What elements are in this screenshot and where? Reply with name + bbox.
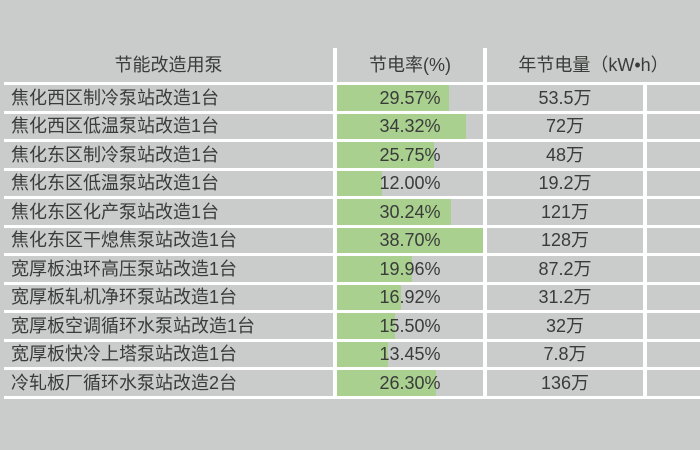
rate-databar	[337, 284, 401, 310]
empty-cell	[647, 370, 700, 396]
pump-name-cell: 焦化东区干熄焦泵站改造1台	[4, 227, 333, 253]
rate-value: 15.50%	[379, 315, 441, 336]
annual-savings-cell: 87.2万	[487, 256, 643, 282]
empty-cell	[647, 284, 700, 310]
pump-name-cell: 冷轧板厂循环水泵站改造2台	[4, 370, 333, 396]
pump-name-cell: 宽厚板浊环高压泵站改造1台	[4, 256, 333, 282]
rate-databar	[337, 313, 396, 339]
rate-cell: 25.75%	[337, 142, 483, 168]
annual-savings-cell: 31.2万	[487, 284, 643, 310]
annual-savings-cell: 19.2万	[487, 170, 643, 196]
rate-value: 13.45%	[379, 344, 441, 365]
rate-cell: 30.24%	[337, 199, 483, 225]
empty-cell	[647, 199, 700, 225]
rate-value: 34.32%	[379, 116, 441, 137]
rate-databar	[337, 113, 467, 139]
rate-value: 19.96%	[379, 258, 441, 279]
annual-savings-cell: 72万	[487, 113, 643, 139]
rate-value: 16.92%	[379, 287, 441, 308]
pump-name-cell: 焦化西区低温泵站改造1台	[4, 113, 333, 139]
rate-databar	[337, 370, 437, 396]
pump-name-cell: 焦化东区制冷泵站改造1台	[4, 142, 333, 168]
pump-name-cell: 焦化东区化产泵站改造1台	[4, 199, 333, 225]
rate-cell: 38.70%	[337, 227, 483, 253]
annual-savings-cell: 32万	[487, 313, 643, 339]
pump-name-cell: 焦化西区制冷泵站改造1台	[4, 85, 333, 111]
rate-databar	[337, 170, 383, 196]
empty-cell	[647, 142, 700, 168]
rate-value: 26.30%	[379, 372, 441, 393]
rate-cell: 12.00%	[337, 170, 483, 196]
pump-name-cell: 焦化东区低温泵站改造1台	[4, 170, 333, 196]
empty-cell	[647, 113, 700, 139]
rate-value: 38.70%	[379, 230, 441, 251]
annual-savings-cell: 7.8万	[487, 341, 643, 367]
rate-cell: 34.32%	[337, 113, 483, 139]
column-header-rate: 节电率(%)	[337, 48, 483, 82]
rate-value: 29.57%	[379, 87, 441, 108]
rate-cell: 26.30%	[337, 370, 483, 396]
annual-savings-cell: 53.5万	[487, 85, 643, 111]
empty-cell	[647, 341, 700, 367]
pump-name-cell: 宽厚板快冷上塔泵站改造1台	[4, 341, 333, 367]
empty-cell	[647, 313, 700, 339]
pump-name-cell: 宽厚板轧机净环泵站改造1台	[4, 284, 333, 310]
rate-cell: 29.57%	[337, 85, 483, 111]
empty-cell	[647, 227, 700, 253]
rate-value: 30.24%	[379, 201, 441, 222]
rate-value: 25.75%	[379, 144, 441, 165]
rate-databar	[337, 341, 388, 367]
rate-cell: 16.92%	[337, 284, 483, 310]
rate-cell: 19.96%	[337, 256, 483, 282]
annual-savings-cell: 136万	[487, 370, 643, 396]
column-header-pump: 节能改造用泵	[4, 48, 333, 82]
annual-savings-cell: 48万	[487, 142, 643, 168]
rate-value: 12.00%	[379, 173, 441, 194]
rate-cell: 15.50%	[337, 313, 483, 339]
table-grid: 节能改造用泵 节电率(%) 年节电量（kW•h） 焦化西区制冷泵站改造1台 29…	[4, 48, 700, 396]
rate-cell: 13.45%	[337, 341, 483, 367]
annual-savings-cell: 121万	[487, 199, 643, 225]
rate-databar	[337, 85, 449, 111]
rate-databar	[337, 227, 483, 253]
empty-cell	[647, 85, 700, 111]
energy-saving-pump-table: 节能改造用泵 节电率(%) 年节电量（kW•h） 焦化西区制冷泵站改造1台 29…	[4, 48, 700, 399]
rate-databar	[337, 142, 435, 168]
annual-savings-cell: 128万	[487, 227, 643, 253]
rate-databar	[337, 199, 452, 225]
pump-name-cell: 宽厚板空调循环水泵站改造1台	[4, 313, 333, 339]
empty-cell	[647, 170, 700, 196]
empty-cell	[647, 256, 700, 282]
column-header-annual: 年节电量（kW•h）	[487, 48, 700, 82]
rate-databar	[337, 256, 413, 282]
